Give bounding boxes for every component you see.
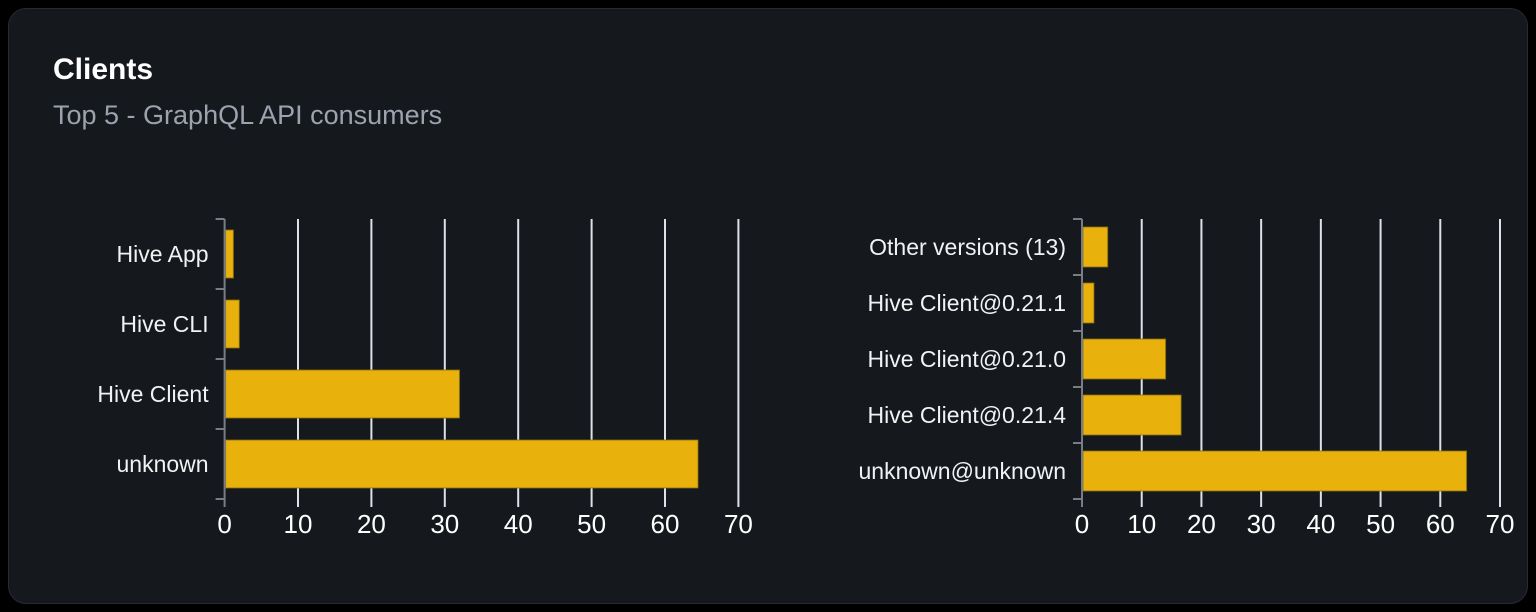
bar-hive-client-0.21.0[interactable] bbox=[1082, 338, 1167, 380]
bar-hive-app[interactable] bbox=[225, 229, 234, 279]
bar-unknown[interactable] bbox=[225, 439, 699, 489]
x-tick-label: 60 bbox=[651, 509, 680, 539]
category-label: Other versions (13) bbox=[869, 234, 1066, 260]
bar-hive-client-0.21.4[interactable] bbox=[1082, 394, 1182, 436]
clients-by-version-bar-chart: Other versions (13) Hive Client@0.21.1 Hiv… bbox=[859, 218, 1515, 539]
x-tick-label: 20 bbox=[1187, 509, 1216, 539]
card-title: Clients bbox=[53, 53, 154, 86]
x-tick-label: 40 bbox=[504, 509, 533, 539]
x-tick-label: 50 bbox=[1366, 509, 1395, 539]
x-tick-label: 10 bbox=[284, 509, 313, 539]
x-tick-label: 0 bbox=[1075, 509, 1089, 539]
bar-hive-cli[interactable] bbox=[225, 299, 240, 349]
category-label: unknown@unknown bbox=[859, 458, 1066, 484]
x-tick-label: 30 bbox=[1247, 509, 1276, 539]
x-tick-label: 60 bbox=[1426, 509, 1455, 539]
category-label: Hive Client@0.21.4 bbox=[868, 402, 1067, 428]
category-label: Hive App bbox=[117, 241, 209, 267]
x-tick-label: 70 bbox=[724, 509, 753, 539]
x-tick-label: 10 bbox=[1127, 509, 1156, 539]
category-label: Hive Client@0.21.1 bbox=[868, 290, 1067, 316]
category-label: Hive Client@0.21.0 bbox=[868, 346, 1067, 372]
bar-unknown-unknown[interactable] bbox=[1082, 450, 1468, 492]
category-label: Hive CLI bbox=[120, 311, 208, 337]
clients-card: Clients Top 5 - GraphQL API consumers Hi… bbox=[8, 8, 1528, 604]
x-tick-label: 0 bbox=[217, 509, 231, 539]
category-label: Hive Client bbox=[97, 381, 209, 407]
bar-hive-client-0.21.1[interactable] bbox=[1082, 282, 1095, 324]
x-tick-label: 20 bbox=[357, 509, 386, 539]
card-subtitle: Top 5 - GraphQL API consumers bbox=[53, 100, 443, 130]
x-tick-label: 70 bbox=[1486, 509, 1515, 539]
x-tick-label: 40 bbox=[1306, 509, 1335, 539]
clients-by-name-bar-chart: Hive App Hive CLI Hive Client unknown 0 10 20 3… bbox=[97, 218, 753, 539]
category-label: unknown bbox=[117, 451, 209, 477]
x-tick-label: 50 bbox=[577, 509, 606, 539]
x-tick-label: 30 bbox=[430, 509, 459, 539]
bar-hive-client[interactable] bbox=[225, 369, 460, 419]
bar-other-versions-13-[interactable] bbox=[1082, 226, 1109, 268]
